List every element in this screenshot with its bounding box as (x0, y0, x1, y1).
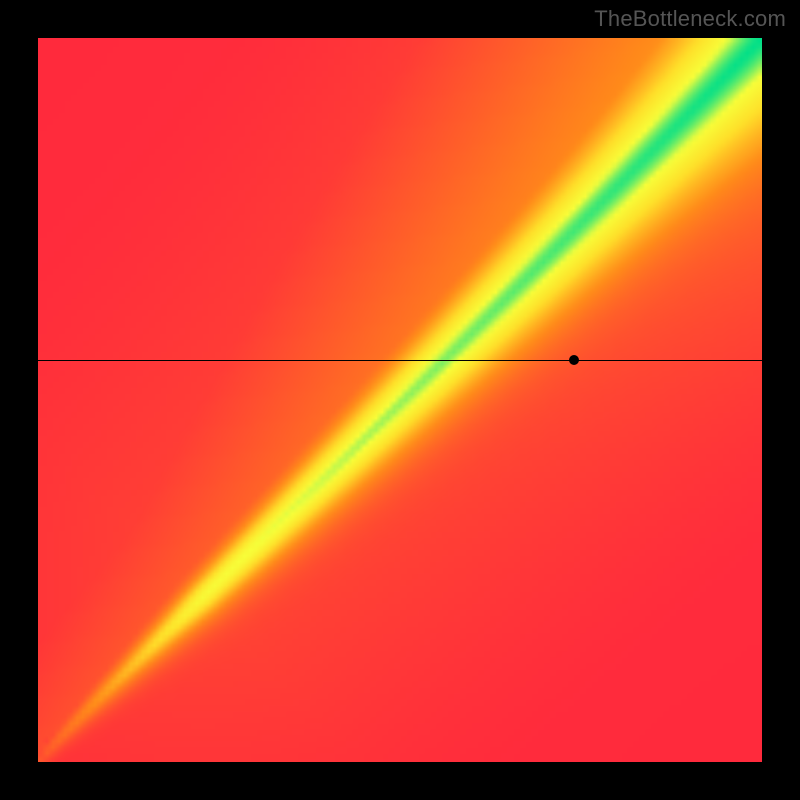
watermark-text: TheBottleneck.com (594, 6, 786, 32)
chart-container: TheBottleneck.com (0, 0, 800, 800)
heatmap-plot (38, 38, 762, 762)
heatmap-canvas (38, 38, 762, 762)
crosshair-marker (569, 355, 579, 365)
crosshair-horizontal (38, 360, 762, 361)
